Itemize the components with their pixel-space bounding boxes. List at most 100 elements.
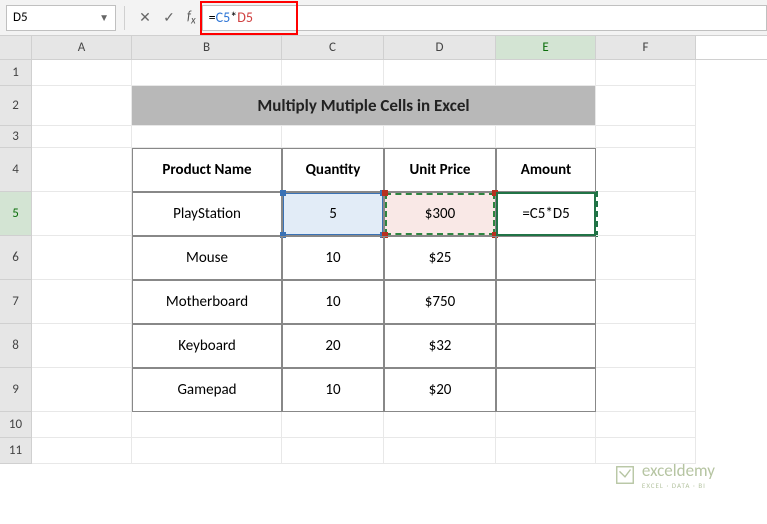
watermark: exceldemy EXCEL · DATA · BI [614,460,715,490]
cell[interactable] [32,368,132,412]
cell[interactable] [496,60,596,86]
cell-price[interactable]: $25 [384,236,496,280]
header-qty[interactable]: Quantity [282,148,384,192]
cell[interactable] [32,324,132,368]
cell-d5[interactable]: $300 [384,192,496,236]
cell-product[interactable]: Keyboard [132,324,282,368]
header-amount[interactable]: Amount [496,148,596,192]
cell-amount[interactable] [496,236,596,280]
cell-qty[interactable]: 20 [282,324,384,368]
name-box[interactable]: D5 ▼ [6,5,116,31]
watermark-tagline: EXCEL · DATA · BI [642,481,715,490]
row-header-7[interactable]: 7 [0,280,32,324]
cell[interactable] [32,126,132,148]
cell[interactable] [32,60,132,86]
row-header-6[interactable]: 6 [0,236,32,280]
cell[interactable] [596,192,696,236]
column-headers: A B C D E F [0,36,767,60]
header-price[interactable]: Unit Price [384,148,496,192]
cell[interactable] [496,438,596,464]
cell-amount[interactable] [496,368,596,412]
cell-c5[interactable]: 5 [282,192,384,236]
cell[interactable] [596,412,696,438]
cell[interactable] [384,60,496,86]
cell-amount[interactable] [496,324,596,368]
formula-input[interactable]: =C5*D5 [202,5,767,31]
cell-product[interactable]: Mouse [132,236,282,280]
cell[interactable] [596,126,696,148]
name-box-dropdown-icon[interactable]: ▼ [99,11,109,24]
cell[interactable] [132,60,282,86]
row-header-8[interactable]: 8 [0,324,32,368]
col-header-f[interactable]: F [596,36,696,59]
cell-product[interactable]: PlayStation [132,192,282,236]
cell-amount[interactable] [496,280,596,324]
formula-ref-d5: D5 [237,9,253,26]
cell-qty[interactable]: 10 [282,280,384,324]
row-header-10[interactable]: 10 [0,412,32,438]
row-header-9[interactable]: 9 [0,368,32,412]
cell[interactable] [596,324,696,368]
cell-value: 5 [329,205,337,223]
fx-icon[interactable]: fx [187,9,196,27]
row-header-4[interactable]: 4 [0,148,32,192]
formula-bar: D5 ▼ ✕ ✓ fx =C5*D5 [0,0,767,36]
cell[interactable] [282,412,384,438]
cell[interactable] [384,438,496,464]
spreadsheet-grid: A B C D E F 1 2 3 4 5 6 7 8 9 10 11 Mu [0,36,767,464]
cell[interactable] [282,60,384,86]
cell[interactable] [596,236,696,280]
cell[interactable] [32,280,132,324]
col-header-a[interactable]: A [32,36,132,59]
row-header-2[interactable]: 2 [0,86,32,126]
cell-e5[interactable]: =C5*D5 [496,192,596,236]
col-header-b[interactable]: B [132,36,282,59]
row-header-1[interactable]: 1 [0,60,32,86]
divider [124,6,125,30]
cell-qty[interactable]: 10 [282,368,384,412]
cell[interactable] [384,126,496,148]
cells-area: Multiply Mutiple Cells in Excel Product … [32,60,767,464]
cell-value: =C5*D5 [522,205,569,223]
header-product[interactable]: Product Name [132,148,282,192]
row-header-5[interactable]: 5 [0,192,32,236]
cell[interactable] [32,192,132,236]
formula-ref-c5: C5 [216,9,231,26]
cell-product[interactable]: Gamepad [132,368,282,412]
cell-qty[interactable]: 10 [282,236,384,280]
col-header-d[interactable]: D [384,36,496,59]
cell[interactable] [132,438,282,464]
cell-price[interactable]: $20 [384,368,496,412]
watermark-brand: exceldemy [642,460,715,481]
cell-value: $300 [425,205,455,223]
cell[interactable] [596,368,696,412]
cell[interactable] [32,148,132,192]
title-cell[interactable]: Multiply Mutiple Cells in Excel [132,86,596,126]
cell[interactable] [132,126,282,148]
cell[interactable] [32,438,132,464]
cell-product[interactable]: Motherboard [132,280,282,324]
col-header-e[interactable]: E [496,36,596,59]
cell[interactable] [596,148,696,192]
row-header-11[interactable]: 11 [0,438,32,464]
cell[interactable] [132,412,282,438]
watermark-icon [614,464,636,486]
cell[interactable] [496,126,596,148]
cell[interactable] [32,86,132,126]
cell[interactable] [32,236,132,280]
cell[interactable] [384,412,496,438]
cell[interactable] [596,86,696,126]
cell-price[interactable]: $750 [384,280,496,324]
cell[interactable] [496,412,596,438]
cell[interactable] [596,60,696,86]
select-all-corner[interactable] [0,36,32,59]
row-header-3[interactable]: 3 [0,126,32,148]
confirm-icon[interactable]: ✓ [157,9,181,26]
cell-price[interactable]: $32 [384,324,496,368]
cancel-icon[interactable]: ✕ [133,9,157,26]
cell[interactable] [32,412,132,438]
cell[interactable] [282,438,384,464]
col-header-c[interactable]: C [282,36,384,59]
cell[interactable] [596,280,696,324]
cell[interactable] [282,126,384,148]
